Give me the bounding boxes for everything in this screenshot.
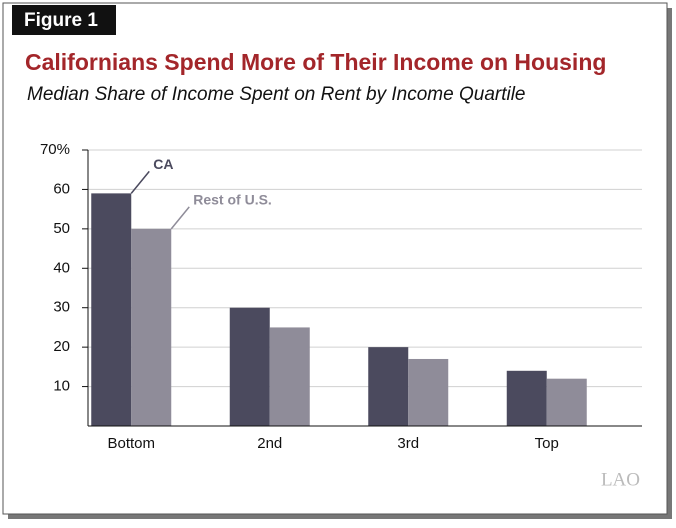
x-tick-label: Top — [535, 435, 559, 452]
bar — [229, 307, 270, 426]
leader-line — [170, 206, 190, 230]
chart-title: Californians Spend More of Their Income … — [25, 49, 606, 75]
x-tick-label: 2nd — [257, 435, 282, 452]
bar — [91, 193, 132, 426]
figure-label-box — [12, 5, 116, 35]
y-tick-label: 70% — [40, 141, 70, 158]
y-tick-label: 50 — [53, 220, 70, 237]
x-tick-label: Bottom — [107, 435, 155, 452]
bar — [131, 228, 172, 426]
logo: LAO — [601, 469, 640, 490]
figure-label: Figure 1 — [24, 10, 98, 31]
bar — [269, 327, 310, 426]
y-tick-label: 20 — [53, 338, 70, 355]
legend-label: Rest of U.S. — [193, 192, 272, 208]
bar — [506, 370, 547, 426]
leader-line — [130, 170, 150, 194]
bar — [408, 358, 449, 426]
legend-label: CA — [153, 156, 173, 172]
bar — [368, 347, 409, 426]
x-tick-label: 3rd — [397, 435, 419, 452]
y-tick-label: 10 — [53, 378, 70, 395]
y-tick-label: 60 — [53, 180, 70, 197]
y-tick-label: 40 — [53, 259, 70, 276]
chart-subtitle: Median Share of Income Spent on Rent by … — [27, 84, 526, 105]
y-tick-label: 30 — [53, 299, 70, 316]
bar — [546, 378, 587, 426]
